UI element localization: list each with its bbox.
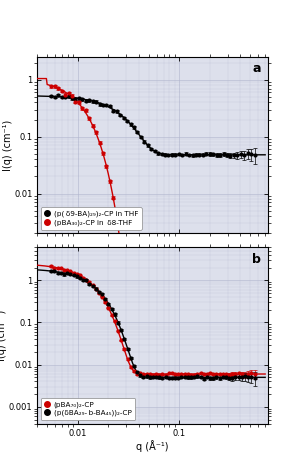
Y-axis label: I(q) (cm⁻¹): I(q) (cm⁻¹) [0, 310, 7, 361]
X-axis label: q (Å⁻¹): q (Å⁻¹) [136, 440, 169, 452]
Text: a: a [253, 62, 261, 75]
Legend: (p( δ9-BA)₂₉)₂-CP in THF, (pBA₃₀)₂-CP in  δ8-THF: (p( δ9-BA)₂₉)₂-CP in THF, (pBA₃₀)₂-CP in… [41, 207, 142, 230]
Legend: (pBA₇₀)₂-CP, (p(δBA₂₉- b-BA₄₅))₂-CP: (pBA₇₀)₂-CP, (p(δBA₂₉- b-BA₄₅))₂-CP [41, 397, 135, 420]
Text: b: b [252, 253, 261, 266]
Y-axis label: I(q) (cm⁻¹): I(q) (cm⁻¹) [3, 119, 13, 171]
